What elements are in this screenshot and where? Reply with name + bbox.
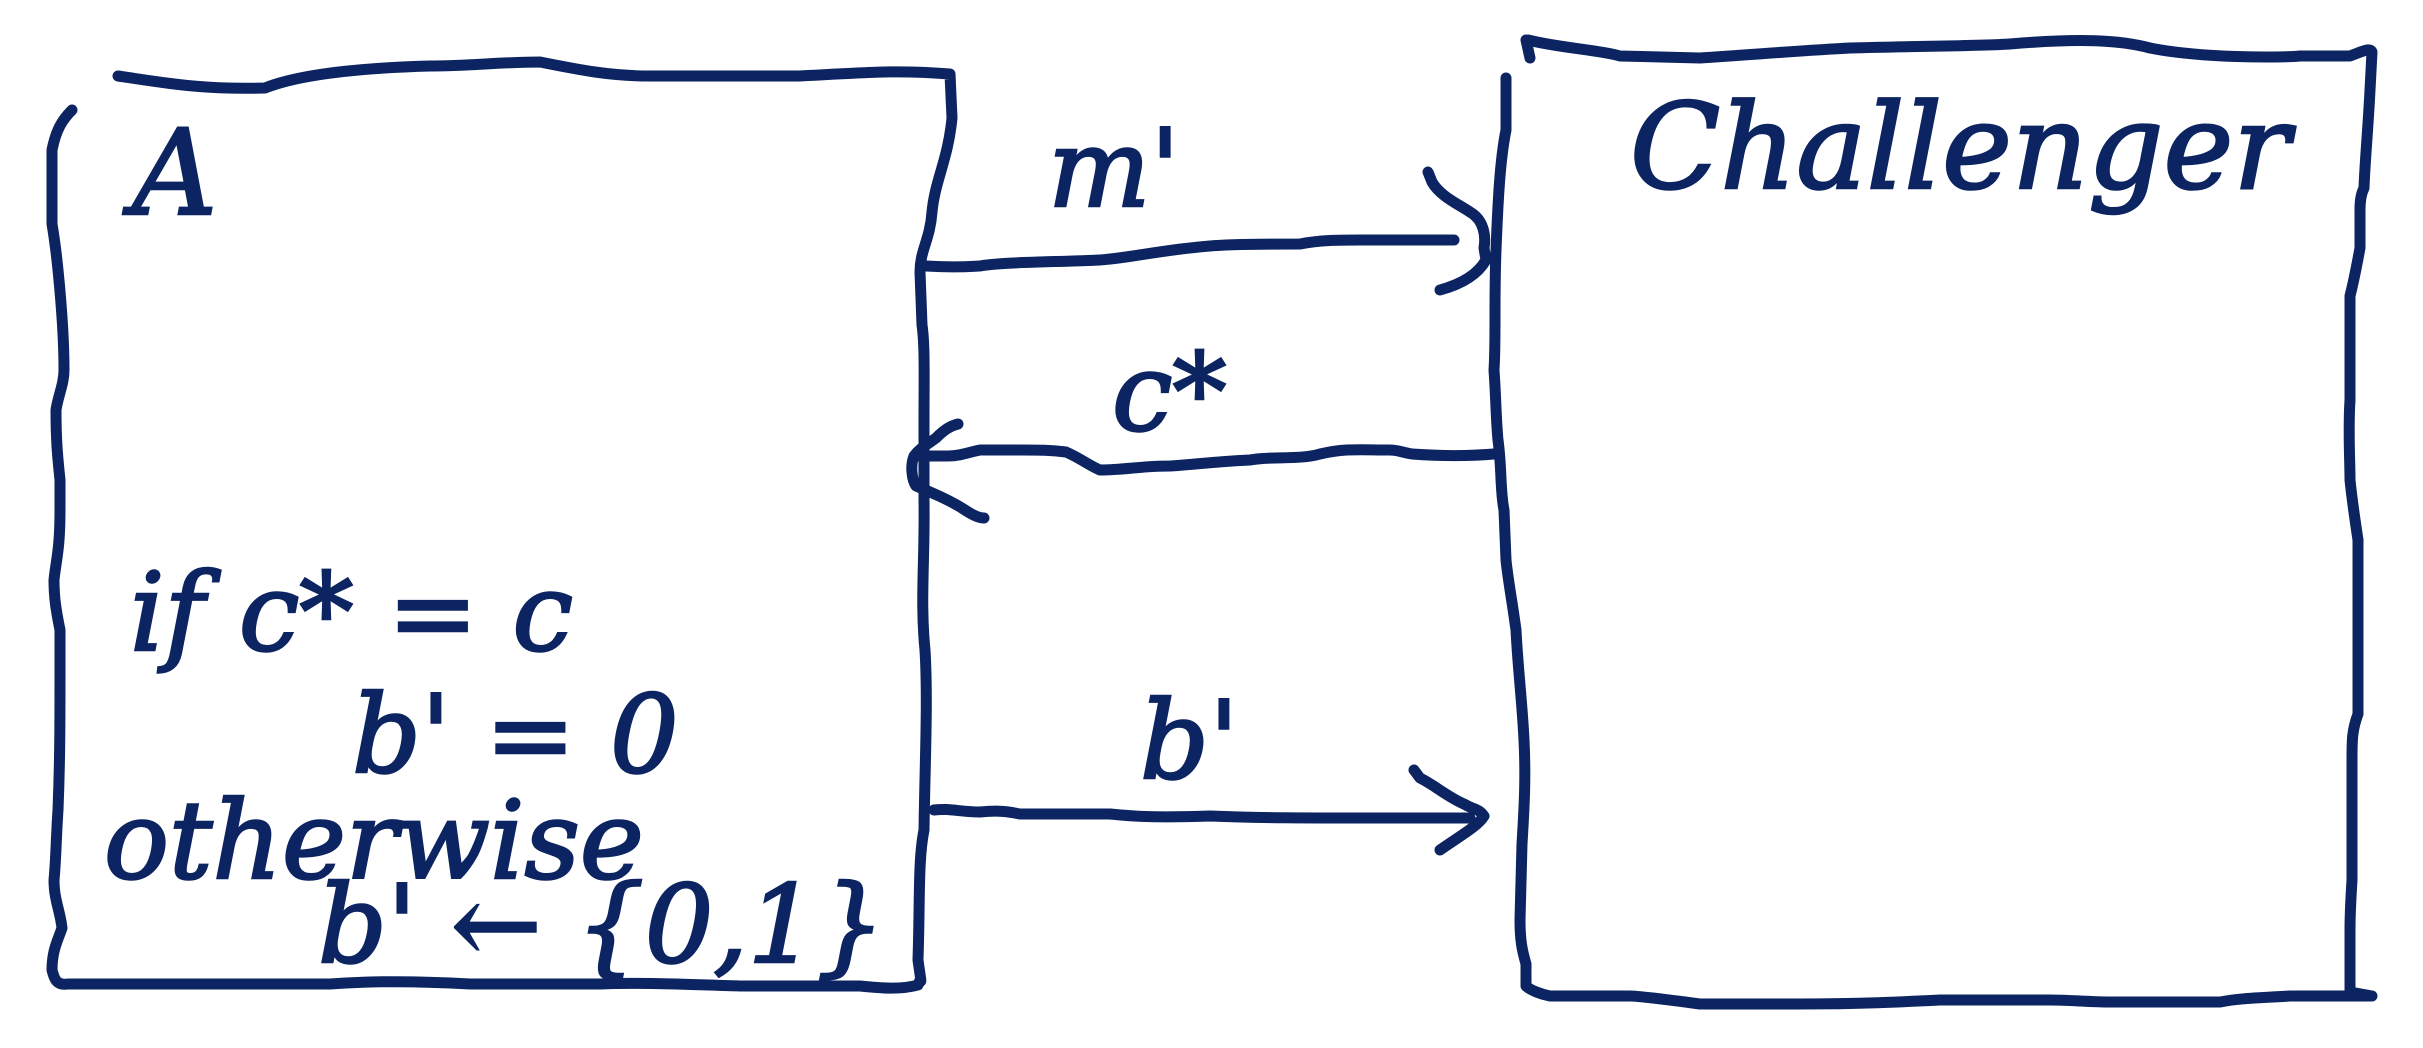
condition-then-line: b' = 0 bbox=[352, 673, 679, 798]
adversary-box bbox=[46, 56, 958, 994]
b-prime-label: b' bbox=[1140, 679, 1239, 804]
challenger-box bbox=[1488, 34, 2378, 1010]
arrow-b-prime-head bbox=[1408, 764, 1490, 856]
arrow-b-prime-shaft bbox=[928, 803, 1476, 824]
arrow-m-prime-shaft bbox=[920, 234, 1460, 273]
condition-else-line: b' ← {0,1} bbox=[318, 863, 885, 988]
c-star-label: c* bbox=[1112, 331, 1227, 456]
challenger-box-corner-flick bbox=[1520, 34, 1536, 64]
condition-otherwise-line: otherwise bbox=[104, 779, 644, 904]
arrow-c-star-head bbox=[906, 418, 990, 524]
condition-if-line: if c* = c bbox=[130, 551, 573, 676]
arrow-m-prime-head bbox=[1422, 166, 1492, 296]
challenger-label: Challenger bbox=[1630, 78, 2296, 216]
adversary-label: A bbox=[123, 104, 217, 242]
m-prime-label: m' bbox=[1048, 107, 1180, 232]
arrow-c-star-shaft bbox=[914, 444, 1500, 476]
